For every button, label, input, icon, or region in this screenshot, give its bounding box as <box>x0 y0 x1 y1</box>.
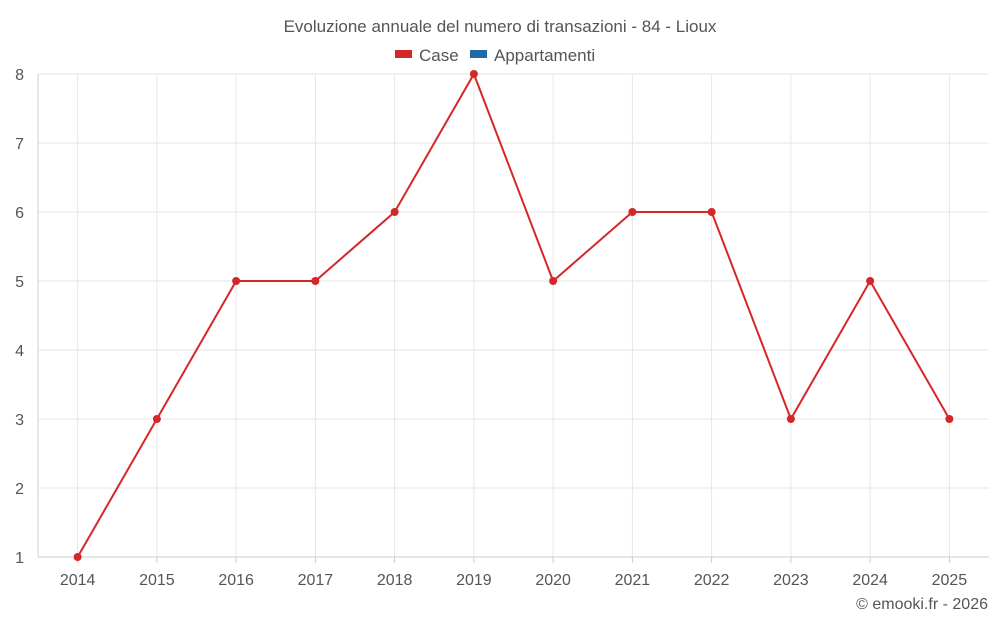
y-tick-label: 1 <box>15 550 24 567</box>
x-tick-label: 2019 <box>456 572 492 589</box>
y-tick-label: 3 <box>15 412 24 429</box>
legend-swatch-appartamenti <box>470 50 487 58</box>
data-point-case[interactable] <box>786 415 795 423</box>
legend-item-appartamenti[interactable]: Appartamenti <box>470 46 595 65</box>
x-tick-label: 2014 <box>60 572 96 589</box>
x-tick-label: 2016 <box>218 572 254 589</box>
data-point-case[interactable] <box>152 415 161 423</box>
x-tick-label: 2015 <box>139 572 175 589</box>
data-point-case[interactable] <box>549 277 558 285</box>
data-point-case[interactable] <box>628 208 637 216</box>
data-point-case[interactable] <box>866 277 875 285</box>
legend-label-case: Case <box>419 46 459 65</box>
grid-lines <box>38 73 989 557</box>
data-point-case[interactable] <box>390 208 399 216</box>
y-tick-label: 2 <box>15 481 24 498</box>
y-tick-label: 7 <box>15 136 24 153</box>
y-tick-label: 6 <box>15 205 24 222</box>
y-tick-label: 8 <box>15 67 24 84</box>
x-tick-label: 2025 <box>932 572 968 589</box>
x-tick-label: 2020 <box>535 572 571 589</box>
legend-item-case[interactable]: Case <box>395 46 459 65</box>
y-axis-ticks: 1 2 3 4 5 6 7 8 <box>15 67 24 567</box>
data-point-case[interactable] <box>469 70 478 78</box>
data-point-case[interactable] <box>73 553 82 561</box>
chart-title: Evoluzione annuale del numero di transaz… <box>284 17 717 36</box>
x-tick-label: 2021 <box>615 572 651 589</box>
data-point-case[interactable] <box>707 208 716 216</box>
series-line-case <box>76 71 951 558</box>
y-tick-label: 4 <box>15 343 24 360</box>
data-point-case[interactable] <box>232 277 241 285</box>
x-tick-label: 2017 <box>298 572 334 589</box>
axes <box>37 74 989 558</box>
x-tick-label: 2023 <box>773 572 809 589</box>
chart-legend: Case Appartamenti <box>395 46 595 65</box>
data-point-case[interactable] <box>311 277 320 285</box>
y-tick-label: 5 <box>15 274 24 291</box>
chart-credit: © emooki.fr - 2026 <box>856 596 988 613</box>
series-lines <box>76 71 951 558</box>
x-axis-ticks: 2014 2015 2016 2017 2018 2019 2020 2021 2022 2023… <box>60 557 967 589</box>
x-tick-label: 2024 <box>852 572 888 589</box>
x-tick-label: 2018 <box>377 572 413 589</box>
legend-swatch-case <box>395 50 412 58</box>
data-point-case[interactable] <box>945 415 954 423</box>
legend-label-appartamenti: Appartamenti <box>494 46 595 65</box>
x-tick-label: 2022 <box>694 572 730 589</box>
data-points <box>73 70 954 561</box>
